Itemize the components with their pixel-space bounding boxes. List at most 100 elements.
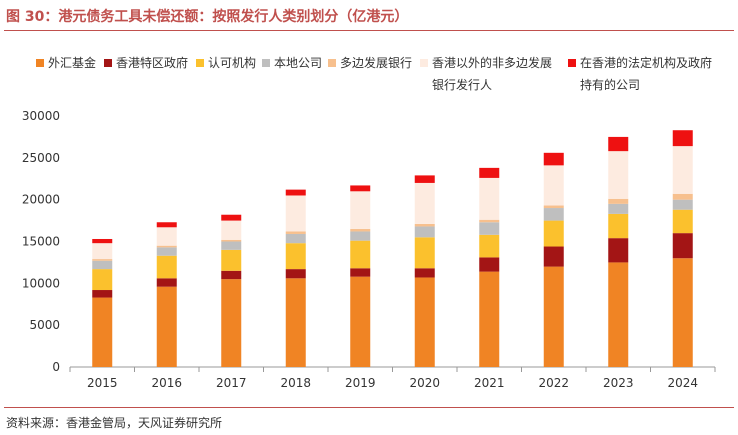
x-tick-label: 2022 (538, 376, 569, 390)
bar-segment-2020-series-6 (414, 175, 435, 183)
y-tick-label: 5000 (29, 318, 60, 332)
bar-segment-2019-series-3 (350, 231, 371, 241)
legend-label-line2: 持有的公司 (580, 78, 641, 92)
bar-segment-2017-series-1 (221, 270, 242, 280)
legend-item-multilateral-banks: 多边发展银行 (328, 54, 412, 71)
bar-segment-2015-series-2 (92, 269, 113, 291)
bar-segment-2016-series-6 (156, 222, 177, 228)
bar-segment-2023-series-3 (608, 203, 629, 214)
bar-segment-2020-series-1 (414, 268, 435, 278)
legend-item-local-corporations: 本地公司 (262, 54, 322, 71)
bar-segment-2023-series-1 (608, 238, 629, 263)
bar-segment-2016-series-3 (156, 247, 177, 256)
bar-segment-2024-series-5 (672, 146, 693, 194)
bar-segment-2022-series-4 (543, 205, 564, 209)
bar-segment-2021-series-2 (479, 234, 500, 258)
bar-segment-2023-series-2 (608, 213, 629, 239)
legend-swatch (196, 59, 204, 67)
y-tick-label: 30000 (22, 109, 60, 123)
bar-segment-2024-series-6 (672, 130, 693, 147)
bar-segment-2023-series-4 (608, 198, 629, 204)
bar-segment-2015-series-3 (92, 260, 113, 270)
title-divider (4, 30, 734, 31)
bar-segment-2019-series-4 (350, 228, 371, 232)
bar-segment-2016-series-2 (156, 255, 177, 279)
x-tick-label: 2020 (409, 376, 440, 390)
bar-segment-2015-series-4 (92, 259, 113, 261)
bar-segment-2019-series-1 (350, 268, 371, 277)
legend-label: 香港特区政府 (116, 56, 189, 70)
x-tick-label: 2016 (151, 376, 182, 390)
legend-item-non-mdb-issuers: 香港以外的非多边发展 银行发行人 (420, 54, 552, 92)
y-tick-label: 25000 (22, 151, 60, 165)
bar-segment-2017-series-3 (221, 241, 242, 250)
x-tick-label: 2015 (87, 376, 118, 390)
bar-segment-2021-series-4 (479, 219, 500, 223)
legend-label: 多边发展银行 (340, 56, 413, 70)
bar-segment-2015-series-0 (92, 297, 113, 367)
bar-segment-2022-series-2 (543, 220, 564, 247)
x-tick-label: 2019 (345, 376, 376, 390)
bar-segment-2022-series-1 (543, 246, 564, 267)
bar-segment-2020-series-4 (414, 223, 435, 227)
bar-segment-2015-series-5 (92, 243, 113, 260)
bar-segment-2024-series-2 (672, 209, 693, 234)
y-tick-label: 0 (52, 360, 60, 374)
bar-segment-2022-series-0 (543, 266, 564, 367)
legend-swatch (262, 59, 270, 67)
bar-segment-2018-series-3 (285, 233, 306, 244)
bar-segment-2018-series-1 (285, 269, 306, 279)
source-divider (4, 407, 734, 408)
bar-segment-2019-series-5 (350, 191, 371, 229)
x-tick-label: 2021 (474, 376, 505, 390)
legend-swatch (104, 59, 112, 67)
bar-segment-2023-series-6 (608, 136, 629, 152)
bar-segment-2020-series-0 (414, 277, 435, 367)
bar-segment-2021-series-6 (479, 167, 500, 178)
legend-label: 外汇基金 (48, 56, 97, 70)
bar-segment-2018-series-4 (285, 231, 306, 234)
bar-segment-2024-series-4 (672, 193, 693, 200)
bar-segment-2019-series-0 (350, 276, 371, 367)
bar-segment-2019-series-2 (350, 240, 371, 269)
bar-segment-2016-series-1 (156, 278, 177, 287)
bar-segment-2022-series-3 (543, 208, 564, 221)
legend-label-line2: 银行发行人 (432, 78, 493, 92)
legend-label: 在香港的法定机构及政府 (580, 56, 713, 70)
y-tick-label: 10000 (22, 276, 60, 290)
legend-label: 认可机构 (208, 56, 257, 70)
x-tick-label: 2023 (603, 376, 634, 390)
bar-segment-2023-series-0 (608, 262, 629, 367)
bar-segment-2024-series-0 (672, 258, 693, 367)
bar-segment-2021-series-0 (479, 271, 500, 367)
bar-segment-2016-series-0 (156, 286, 177, 367)
bar-segment-2018-series-2 (285, 243, 306, 270)
bar-segment-2016-series-4 (156, 245, 177, 248)
bar-segment-2016-series-5 (156, 227, 177, 246)
bar-segment-2020-series-5 (414, 182, 435, 224)
bar-segment-2019-series-6 (350, 185, 371, 192)
source-note: 资料来源：香港金管局，天风证券研究所 (6, 416, 223, 430)
bar-segment-2020-series-2 (414, 237, 435, 269)
bar-segment-2017-series-5 (221, 220, 242, 240)
bar-segment-2018-series-0 (285, 278, 306, 367)
x-tick-label: 2024 (667, 376, 698, 390)
bar-segment-2017-series-4 (221, 239, 242, 242)
bar-segment-2021-series-3 (479, 222, 500, 235)
bar-segment-2015-series-1 (92, 290, 113, 298)
bar-segment-2017-series-0 (221, 279, 242, 367)
legend-item-authorized-institutions: 认可机构 (196, 54, 256, 71)
bar-segment-2018-series-5 (285, 195, 306, 232)
legend-item-statutory-bodies: 在香港的法定机构及政府 持有的公司 (568, 54, 713, 92)
chart-title: 图 30：港元债务工具未偿还额：按照发行人类别划分（亿港元） (6, 9, 409, 25)
bar-segment-2023-series-5 (608, 151, 629, 199)
bar-segment-2021-series-5 (479, 177, 500, 220)
x-tick-label: 2018 (280, 376, 311, 390)
bar-segment-2018-series-6 (285, 189, 306, 196)
bar-segment-2017-series-2 (221, 249, 242, 271)
legend-swatch (328, 59, 336, 67)
legend-item-hksar-government: 香港特区政府 (104, 54, 188, 71)
bar-segment-2024-series-1 (672, 233, 693, 259)
bar-segment-2024-series-3 (672, 199, 693, 210)
